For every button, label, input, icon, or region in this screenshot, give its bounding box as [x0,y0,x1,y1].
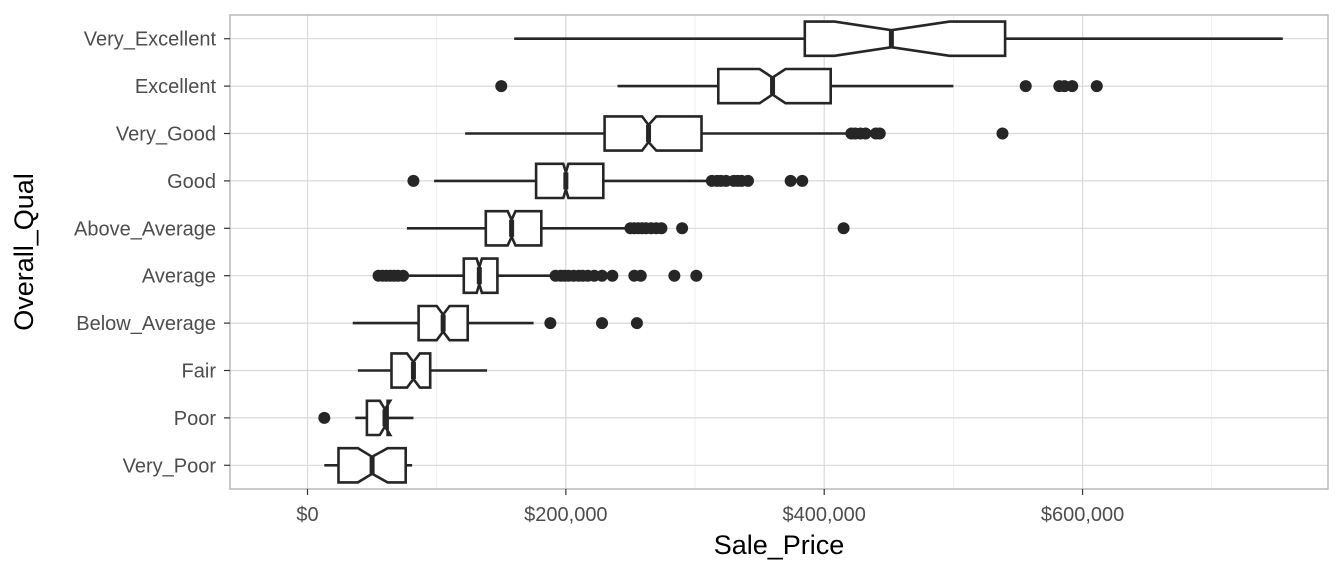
outlier-point [784,174,797,187]
outlier-point [318,411,331,424]
x-axis-title: Sale_Price [714,530,845,560]
outlier-point [996,127,1009,140]
outlier-point [1066,80,1079,93]
outlier-point [668,269,681,282]
outlier-point [655,222,668,235]
box-group-very-excellent [514,20,1283,58]
notched-box [390,352,432,389]
x-tick-label: $0 [296,504,318,526]
outlier-point [1019,80,1032,93]
y-tick-label: Poor [174,408,217,430]
y-tick-label: Very_Poor [123,455,217,477]
outlier-point [407,174,420,187]
box-group-very-good [465,115,1009,152]
x-tick-label: $400,000 [783,504,866,526]
box-group-good [407,162,809,200]
box-group-very-poor [324,446,413,484]
y-tick-label: Good [167,171,216,193]
plot-panel-border [229,14,1329,490]
y-tick-label: Average [142,266,216,288]
box-group-fair [357,352,488,389]
outlier-point [676,222,689,235]
outlier-point [690,269,703,282]
y-tick-label: Above_Average [74,218,216,240]
outlier-point [634,269,647,282]
x-tick-label: $600,000 [1041,504,1124,526]
notched-box [534,162,605,200]
x-axis-tick-labels: $0 $200,000 $400,000 $600,000 [296,489,1124,526]
box-group-average [372,257,703,295]
y-tick-label: Fair [182,361,217,383]
box-group-poor [318,399,414,437]
outlier-point [596,317,609,330]
y-tick-label: Very_Good [116,124,216,146]
outlier-point [397,269,410,282]
outlier-point [859,127,872,140]
box-group-above-average [406,209,850,247]
y-tick-label: Excellent [135,76,217,98]
outlier-point [495,80,508,93]
y-tick-label: Very_Excellent [84,29,217,51]
outlier-point [796,174,809,187]
outlier-point [873,127,886,140]
outlier-point [630,317,643,330]
y-axis-title: Overall_Qual [9,173,39,331]
notched-box [365,399,393,437]
outlier-point [606,269,619,282]
notched-box [803,20,1007,58]
y-axis-tick-labels: Very_Excellent Excellent Very_Good Good Abov… [74,29,230,477]
outlier-point [544,317,557,330]
outlier-point [1090,80,1103,93]
x-tick-label: $200,000 [524,504,607,526]
notched-box [603,115,703,152]
outlier-point [741,174,754,187]
outlier-point [596,269,609,282]
box-group-excellent [495,67,1103,105]
y-tick-label: Below_Average [76,313,216,335]
boxplot-marks [318,20,1283,484]
outlier-point [837,222,850,235]
box-group-below-average [352,304,643,342]
